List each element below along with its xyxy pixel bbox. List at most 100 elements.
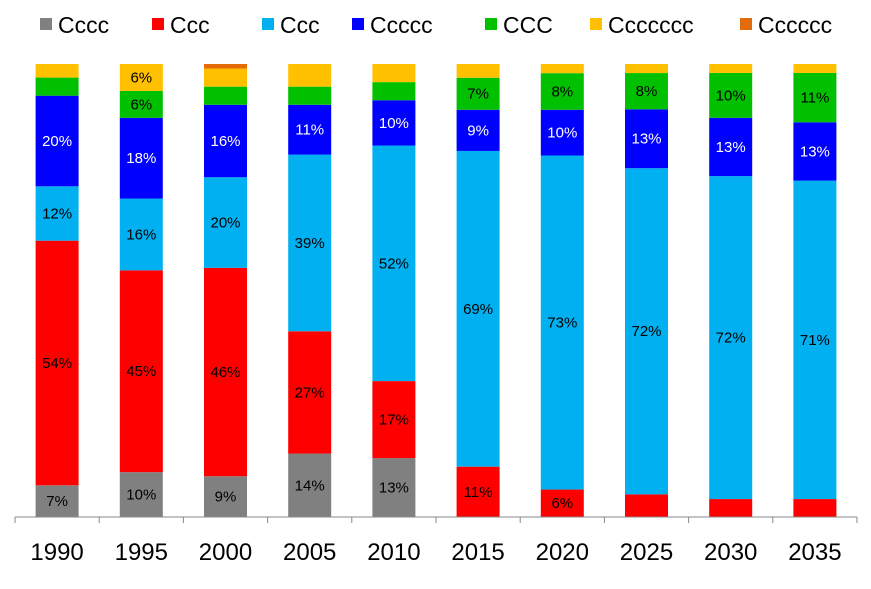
data-label: 11% bbox=[464, 484, 493, 501]
bar-segment bbox=[625, 109, 668, 169]
data-label: 12% bbox=[42, 205, 72, 222]
bar-segment bbox=[372, 82, 416, 101]
bar-segment bbox=[625, 64, 668, 74]
bar-segment bbox=[119, 270, 163, 473]
data-label: 13% bbox=[631, 131, 661, 148]
data-label: 16% bbox=[126, 226, 156, 243]
legend-label: Cccc bbox=[58, 12, 109, 38]
bar-segment bbox=[288, 104, 332, 155]
bar-segment bbox=[35, 186, 79, 241]
bar-segment bbox=[793, 64, 837, 73]
data-label: 17% bbox=[379, 412, 409, 429]
bar-segment bbox=[119, 472, 163, 517]
x-tick-label: 2035 bbox=[788, 539, 841, 566]
data-label: 72% bbox=[631, 323, 661, 340]
bar-segment bbox=[119, 198, 163, 271]
bar-segment bbox=[456, 64, 500, 78]
bar-segment bbox=[372, 64, 416, 83]
data-label: 13% bbox=[716, 139, 746, 156]
bar-segment bbox=[204, 267, 247, 477]
bar-segment bbox=[540, 73, 584, 110]
data-label: 14% bbox=[295, 477, 325, 494]
bar-segment bbox=[288, 453, 332, 517]
data-label: 39% bbox=[295, 235, 325, 252]
bar-segment bbox=[204, 476, 247, 517]
bar-segment bbox=[204, 64, 247, 69]
bar-segment bbox=[709, 117, 753, 177]
bar-segment bbox=[793, 72, 837, 123]
x-tick-label: 1995 bbox=[115, 539, 168, 566]
bar-segment bbox=[119, 117, 163, 199]
bar-segment bbox=[793, 180, 837, 500]
data-label: 10% bbox=[126, 487, 156, 504]
legend-label: Ccc bbox=[170, 12, 210, 38]
bar-segment bbox=[288, 331, 332, 454]
data-label: 54% bbox=[42, 355, 72, 372]
legend-swatch bbox=[352, 18, 364, 30]
x-tick-label: 2020 bbox=[536, 539, 589, 566]
legend-swatch bbox=[740, 18, 752, 30]
data-label: 9% bbox=[215, 489, 237, 506]
bar-segment bbox=[709, 176, 753, 500]
bar-segment bbox=[372, 145, 416, 382]
data-label: 7% bbox=[46, 493, 68, 510]
bar-segment bbox=[35, 485, 79, 517]
legend-label: CCC bbox=[503, 12, 553, 38]
legend-swatch bbox=[40, 18, 52, 30]
bar-segment bbox=[456, 466, 500, 517]
bar-segment bbox=[204, 104, 247, 178]
x-tick-label: 2010 bbox=[367, 539, 420, 566]
x-tick-label: 2005 bbox=[283, 539, 336, 566]
data-label: 7% bbox=[467, 86, 489, 103]
data-label: 73% bbox=[547, 314, 577, 331]
bar-segment bbox=[204, 68, 247, 87]
bar-segment bbox=[456, 150, 500, 467]
bar-segment bbox=[372, 381, 416, 459]
data-label: 8% bbox=[551, 83, 573, 100]
legend-swatch bbox=[262, 18, 274, 30]
bar-segment bbox=[35, 95, 79, 187]
bar-segment bbox=[288, 154, 332, 332]
bar-segment bbox=[709, 499, 753, 517]
x-tick-label: 2025 bbox=[620, 539, 673, 566]
bar-segment bbox=[456, 109, 500, 151]
data-label: 6% bbox=[551, 495, 573, 512]
x-tick-label: 2030 bbox=[704, 539, 757, 566]
bar-segment bbox=[540, 109, 584, 156]
data-label: 6% bbox=[130, 69, 152, 86]
legend-swatch bbox=[152, 18, 164, 30]
data-label: 13% bbox=[379, 480, 409, 497]
bar-segment bbox=[119, 90, 163, 118]
bar-segment bbox=[540, 155, 584, 490]
bar-segment bbox=[204, 177, 247, 268]
legend-swatch bbox=[485, 18, 497, 30]
data-label: 11% bbox=[800, 90, 829, 107]
data-label: 9% bbox=[467, 122, 489, 139]
bar-segment bbox=[288, 86, 332, 105]
bar-segment bbox=[793, 122, 837, 181]
x-tick-label: 1990 bbox=[30, 539, 83, 566]
data-label: 27% bbox=[295, 384, 325, 401]
data-label: 6% bbox=[130, 96, 152, 113]
bar-segment bbox=[709, 64, 753, 73]
bar-segment bbox=[372, 100, 416, 146]
bar-segment bbox=[793, 499, 837, 517]
data-label: 11% bbox=[295, 122, 324, 139]
bar-segment bbox=[35, 240, 79, 486]
plot-area: 7% 54% 12% 20% 10% 45% 16% 18% 6% 6% 9% 46% 20% 16% 14… bbox=[35, 64, 837, 517]
bar-segment bbox=[625, 494, 668, 517]
data-label: 71% bbox=[800, 332, 830, 349]
data-label: 10% bbox=[716, 87, 746, 104]
legend-label: Ccccc bbox=[370, 12, 433, 38]
data-label: 52% bbox=[379, 255, 409, 272]
bar-segment bbox=[119, 64, 163, 91]
data-label: 72% bbox=[716, 330, 746, 347]
data-label: 18% bbox=[126, 150, 156, 167]
x-tick-label: 2015 bbox=[451, 539, 504, 566]
bar-segment bbox=[625, 168, 668, 495]
data-label: 45% bbox=[126, 363, 156, 380]
x-axis: 1990 1995 2000 2005 2010 2015 2020 2025 2030 2035 bbox=[14, 516, 858, 566]
bar-segment bbox=[540, 64, 584, 74]
legend-swatch bbox=[590, 18, 602, 30]
bar-segment bbox=[35, 77, 79, 96]
